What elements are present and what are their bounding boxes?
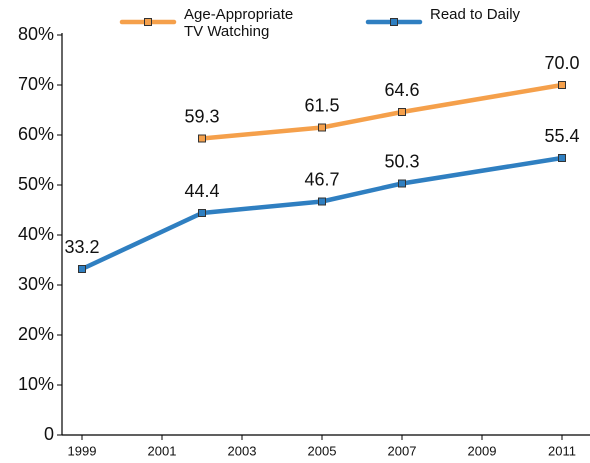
legend-label: Age-Appropriate TV Watching — [184, 6, 294, 40]
data-label: 64.6 — [384, 80, 419, 100]
data-label: 55.4 — [544, 126, 579, 146]
data-label: 46.7 — [304, 169, 339, 189]
data-label: 61.5 — [304, 95, 339, 115]
data-label: 59.3 — [184, 106, 219, 126]
y-tick-label: 40% — [18, 224, 54, 244]
y-tick-label: 50% — [18, 174, 54, 194]
legend-marker — [144, 18, 152, 26]
x-tick-label: 1999 — [68, 443, 97, 458]
marker — [198, 134, 206, 143]
x-tick-label: 2011 — [548, 443, 576, 458]
data-label: 70.0 — [544, 53, 579, 73]
marker — [78, 265, 86, 273]
y-tick-label: 0 — [44, 424, 54, 444]
x-tick-label: 2005 — [308, 443, 337, 458]
x-tick-label: 2001 — [148, 443, 177, 458]
marker — [398, 108, 406, 116]
y-tick-label: 30% — [18, 274, 54, 294]
y-tick-label: 70% — [18, 74, 54, 94]
data-label: 33.2 — [64, 237, 99, 257]
marker — [318, 123, 326, 132]
marker — [558, 81, 566, 89]
marker — [198, 209, 206, 217]
marker — [398, 179, 406, 188]
marker — [558, 154, 566, 162]
y-tick-label: 20% — [18, 324, 54, 344]
y-tick-label: 10% — [18, 374, 54, 394]
legend-marker — [390, 18, 398, 26]
data-label: 44.4 — [184, 181, 219, 201]
y-tick-label: 60% — [18, 124, 54, 144]
x-tick-label: 2009 — [468, 443, 497, 458]
y-tick-label: 80% — [18, 24, 54, 44]
data-label: 50.3 — [384, 151, 419, 171]
x-tick-label: 2007 — [388, 443, 417, 458]
marker — [318, 197, 326, 206]
series-line — [201, 82, 563, 141]
legend-label: Read to Daily — [430, 6, 521, 23]
x-tick-label: 2003 — [228, 443, 257, 458]
